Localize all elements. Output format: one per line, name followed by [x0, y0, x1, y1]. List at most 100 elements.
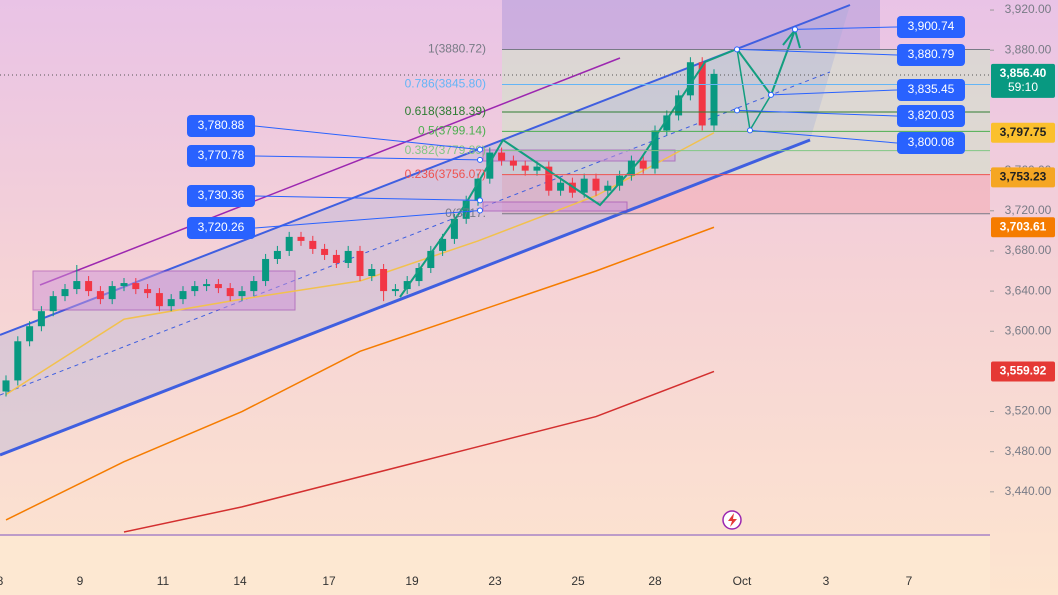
annotation-label: 3,780.88: [198, 118, 245, 132]
candle-body: [285, 236, 293, 251]
y-tick-label: 3,600.00: [1005, 323, 1052, 337]
candle-body: [191, 286, 199, 292]
event-icon-glyph: [728, 513, 737, 527]
candle-body: [155, 293, 163, 307]
price-label-box: [991, 217, 1055, 238]
candle-body: [273, 250, 281, 259]
candle-body: [486, 152, 494, 179]
price-label: 3,856.40: [1000, 66, 1047, 80]
candle-body: [462, 200, 470, 219]
annotation-label: 3,720.26: [198, 220, 245, 234]
annotation-label: 3,820.03: [908, 108, 955, 122]
x-tick-label: 17: [322, 574, 336, 588]
moving-average: [123, 370, 715, 533]
annotation-line: [254, 155, 481, 161]
candle-body: [686, 62, 694, 96]
candle-body: [297, 236, 305, 241]
x-tick-label: 8: [0, 574, 4, 588]
candle-body: [545, 166, 553, 191]
candle-body: [96, 291, 104, 300]
x-tick-label: 11: [157, 574, 170, 588]
candle-body: [675, 95, 683, 116]
annotation-line: [254, 125, 481, 151]
candle-body: [557, 182, 565, 191]
candle-body: [120, 283, 128, 287]
y-tick-label: 3,440.00: [1005, 484, 1052, 498]
annotation-label: 3,800.08: [908, 135, 955, 149]
price-label: 3,797.75: [1000, 125, 1047, 139]
x-tick-label: 14: [233, 574, 247, 588]
annotation-line: [254, 210, 481, 229]
annotation-point: [792, 26, 798, 33]
x-tick-label: 19: [405, 574, 419, 588]
annotation-box: [897, 105, 965, 127]
annotation-line: [254, 195, 481, 201]
candle-body: [592, 178, 600, 191]
candle-body: [321, 248, 329, 255]
candle-body: [651, 130, 659, 169]
annotation-box: [897, 16, 965, 38]
annotation-point: [477, 197, 483, 204]
candle-body: [344, 250, 352, 263]
fib-label: 0.236(3756.07): [405, 167, 486, 181]
moving-average: [5, 226, 715, 521]
candle-body: [2, 380, 10, 392]
candle-body: [250, 281, 258, 292]
price-label-box: [991, 167, 1055, 188]
candle-body: [391, 289, 399, 292]
candle-body: [521, 165, 529, 171]
box: [482, 149, 676, 162]
candle-body: [710, 73, 718, 126]
candle-body: [167, 299, 175, 307]
candle-body: [427, 250, 435, 269]
channel: [0, 5, 850, 455]
candle-body: [262, 258, 270, 282]
candle-body: [14, 341, 22, 381]
fib-label: 0(3717.: [445, 206, 486, 220]
candle-body: [403, 281, 411, 290]
annotation-box: [897, 132, 965, 154]
x-tick-label: 9: [77, 574, 84, 588]
projection: [399, 29, 796, 298]
x-tick-label: Oct: [733, 574, 752, 588]
candle-body: [226, 288, 234, 297]
box: [482, 201, 628, 212]
candle-body: [85, 281, 93, 292]
candle-body: [26, 326, 34, 342]
candle-body: [356, 250, 364, 277]
candle-body: [639, 160, 647, 169]
price-label-box: [991, 361, 1055, 382]
annotation-point: [477, 146, 483, 153]
candle-body: [368, 269, 376, 277]
candle-body: [509, 160, 517, 166]
candle-body: [533, 166, 541, 171]
countdown: 59:10: [1008, 80, 1038, 94]
annotation-line: [736, 48, 898, 56]
annotation-box: [187, 145, 255, 167]
price-label-box: [991, 122, 1055, 143]
fib-label: 0.786(3845.80): [405, 77, 486, 91]
x-tick-label: 3: [823, 574, 830, 588]
candle-body: [498, 152, 506, 161]
x-tick-label: 7: [906, 574, 913, 588]
candle-body: [332, 254, 340, 263]
fib-label: 0.382(3779.89): [405, 143, 486, 157]
channel-line: [0, 138, 811, 457]
candle-body: [37, 311, 45, 327]
annotation-label: 3,770.78: [198, 148, 245, 162]
candle-body: [179, 291, 187, 300]
candle-body: [474, 178, 482, 201]
candle-body: [203, 284, 211, 287]
annotation-box: [187, 217, 255, 239]
annotation-line: [736, 109, 898, 117]
y-tick-label: 3,480.00: [1005, 444, 1052, 458]
annotation-box: [897, 44, 965, 66]
price-label-box: [991, 63, 1055, 98]
x-tick-label: 28: [648, 574, 662, 588]
candle-body: [580, 178, 588, 193]
candle-body: [309, 240, 317, 249]
fib-label: 0.618(3818.39): [405, 104, 486, 118]
candle-body: [61, 289, 69, 297]
fib-label: 1(3880.72): [428, 42, 486, 56]
x-tick-label: 23: [488, 574, 502, 588]
